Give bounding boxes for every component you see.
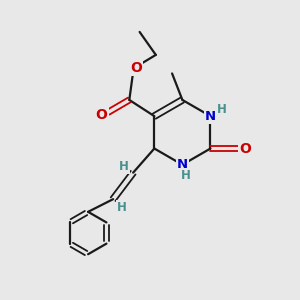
Text: N: N [205, 110, 216, 123]
Text: H: H [217, 103, 226, 116]
Text: O: O [130, 61, 142, 75]
Text: H: H [119, 160, 129, 173]
Text: O: O [96, 108, 108, 122]
Text: H: H [180, 169, 190, 182]
Text: O: O [239, 142, 251, 155]
Text: H: H [117, 201, 127, 214]
Text: N: N [177, 158, 188, 171]
